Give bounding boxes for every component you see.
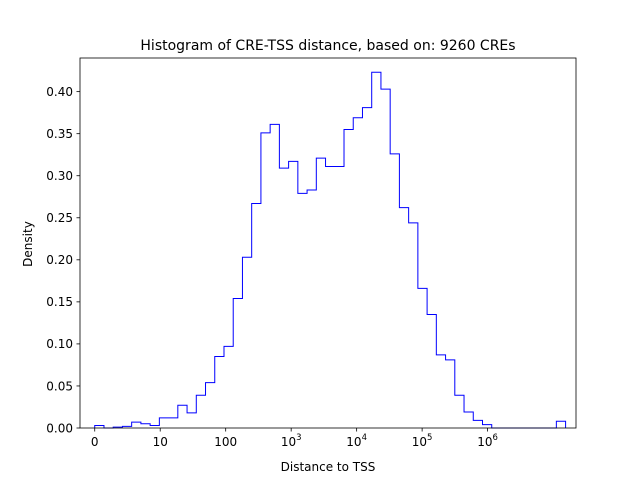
plot-area: 0 10 100 103 104 105 106 0.00 0.05 0.10 0.15 0.20 0.… <box>46 57 577 449</box>
y-tick-label: 0.15 <box>46 295 73 309</box>
y-tick-label: 0.05 <box>46 379 73 393</box>
y-tick-label: 0.10 <box>46 337 73 351</box>
y-tick-label: 0.00 <box>46 421 73 435</box>
x-tick-label: 10 <box>153 435 168 449</box>
x-tick-label: 0 <box>91 435 99 449</box>
x-tick-label: 103 <box>281 433 302 449</box>
y-tick-label: 0.35 <box>46 127 73 141</box>
y-tick-label: 0.20 <box>46 253 73 267</box>
x-tick-label: 100 <box>214 435 237 449</box>
chart-title: Histogram of CRE-TSS distance, based on:… <box>140 38 515 54</box>
y-axis-label: Density <box>21 221 35 267</box>
histogram-series <box>94 71 567 429</box>
y-tick-label: 0.25 <box>46 211 73 225</box>
axes-frame <box>79 57 577 429</box>
y-tick-label: 0.30 <box>46 169 73 183</box>
x-tick-label: 104 <box>346 433 367 449</box>
x-tick-label: 105 <box>412 433 433 449</box>
x-tick-label: 106 <box>477 433 498 449</box>
x-axis-label: Distance to TSS <box>281 460 376 474</box>
y-tick-label: 0.40 <box>46 85 73 99</box>
